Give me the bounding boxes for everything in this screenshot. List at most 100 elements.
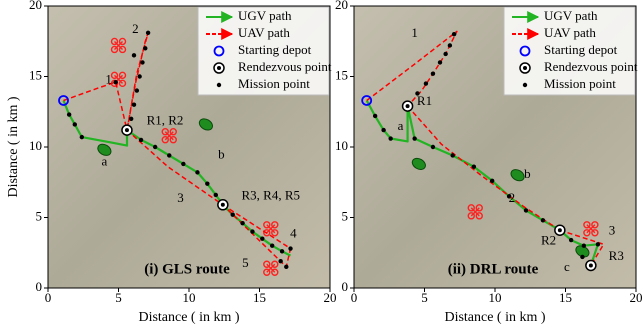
rendezvous-center (589, 263, 593, 267)
mission-point (424, 81, 428, 85)
rendezvous-center (221, 203, 225, 207)
legend-swatch (523, 83, 527, 87)
annotation: R3 (609, 248, 624, 263)
legend-label: Rendezvous point (544, 59, 638, 74)
annotation: a (102, 153, 108, 168)
annotation: 2 (132, 21, 139, 36)
annotation: 4 (290, 225, 297, 240)
x-tick-label: 10 (183, 290, 196, 305)
mission-point (146, 31, 150, 35)
mission-point (524, 208, 528, 212)
mission-point (280, 249, 284, 253)
mission-point (231, 212, 235, 216)
mission-point (129, 117, 133, 121)
panel: 1 2 R1, R2 3 R3, R4, R5 4 5 a b (i) GLS route 0 5 10… (6, 0, 336, 325)
mission-point (443, 52, 447, 56)
mission-point (195, 170, 199, 174)
x-tick-label: 5 (115, 290, 122, 305)
mission-point (214, 193, 218, 197)
annotation: R1 (417, 93, 432, 108)
mission-point (139, 138, 143, 142)
rendezvous-center (406, 104, 410, 108)
mission-point (541, 218, 545, 222)
legend-label: Starting depot (238, 42, 312, 57)
mission-point (181, 162, 185, 166)
annotation: 5 (242, 255, 249, 270)
mission-point (381, 128, 385, 132)
legend-swatch (217, 83, 221, 87)
mission-point (431, 145, 435, 149)
mission-point (153, 145, 157, 149)
mission-point (113, 80, 117, 84)
mission-point (250, 229, 254, 233)
mission-point (388, 136, 392, 140)
annotation: b (218, 146, 225, 161)
mission-point (472, 165, 476, 169)
legend-label: Rendezvous point (238, 59, 332, 74)
x-axis-label: Distance ( in km ) (138, 310, 239, 325)
x-tick-label: 15 (559, 290, 572, 305)
legend-label: UAV path (544, 25, 596, 40)
mission-point (140, 60, 144, 64)
x-tick-label: 0 (351, 290, 358, 305)
mission-point (582, 244, 586, 248)
x-tick-label: 20 (324, 290, 337, 305)
x-axis-label: Distance ( in km ) (444, 310, 545, 325)
x-tick-label: 15 (253, 290, 266, 305)
annotation: a (398, 118, 404, 133)
y-tick-label: 5 (36, 208, 43, 223)
mission-point (288, 246, 292, 250)
annotation: 3 (177, 190, 184, 205)
y-axis-label: Distance ( in km ) (6, 96, 21, 197)
annotation: 1 (411, 25, 418, 40)
mission-point (412, 136, 416, 140)
mission-point (143, 46, 147, 50)
x-tick-label: 5 (421, 290, 428, 305)
x-tick-label: 0 (45, 290, 52, 305)
mission-point (373, 114, 377, 118)
mission-point (451, 153, 455, 157)
figure: 12R1, R23R3, R4, R545ab(i) GLS route0510… (0, 0, 644, 330)
annotation: R1, R2 (147, 113, 184, 128)
mission-point (132, 53, 136, 57)
mission-point (205, 181, 209, 185)
y-tick-label: 0 (36, 279, 43, 294)
annotation: 3 (609, 223, 616, 238)
y-tick-label: 0 (342, 279, 349, 294)
legend-label: Mission point (238, 76, 310, 91)
panel-title: (ii) DRL route (448, 261, 539, 277)
annotation: 1 (105, 72, 112, 87)
mission-point (80, 135, 84, 139)
mission-point (132, 103, 136, 107)
annotation: 2 (509, 190, 516, 205)
mission-point (452, 32, 456, 36)
mission-point (260, 236, 264, 240)
mission-point (431, 71, 435, 75)
legend-label: Mission point (544, 76, 616, 91)
y-tick-label: 20 (335, 0, 348, 12)
y-tick-label: 15 (335, 67, 348, 82)
y-tick-label: 10 (29, 138, 42, 153)
mission-point (73, 122, 77, 126)
mission-point (580, 255, 584, 259)
mission-point (284, 265, 288, 269)
legend-label: UAV path (238, 25, 290, 40)
legend-swatch (217, 66, 221, 70)
y-tick-label: 15 (29, 67, 42, 82)
mission-point (240, 221, 244, 225)
mission-point (278, 259, 282, 263)
x-tick-label: 20 (630, 290, 643, 305)
y-tick-label: 10 (335, 138, 348, 153)
mission-point (438, 60, 442, 64)
rendezvous-center (558, 228, 562, 232)
legend-label: UGV path (238, 8, 292, 23)
y-tick-label: 5 (342, 208, 349, 223)
rendezvous-center (125, 128, 129, 132)
panel-title: (i) GLS route (144, 261, 230, 277)
x-tick-label: 10 (489, 290, 502, 305)
annotation: R3, R4, R5 (242, 187, 301, 202)
annotation: c (564, 259, 570, 274)
mission-point (596, 242, 600, 246)
mission-point (569, 238, 573, 242)
